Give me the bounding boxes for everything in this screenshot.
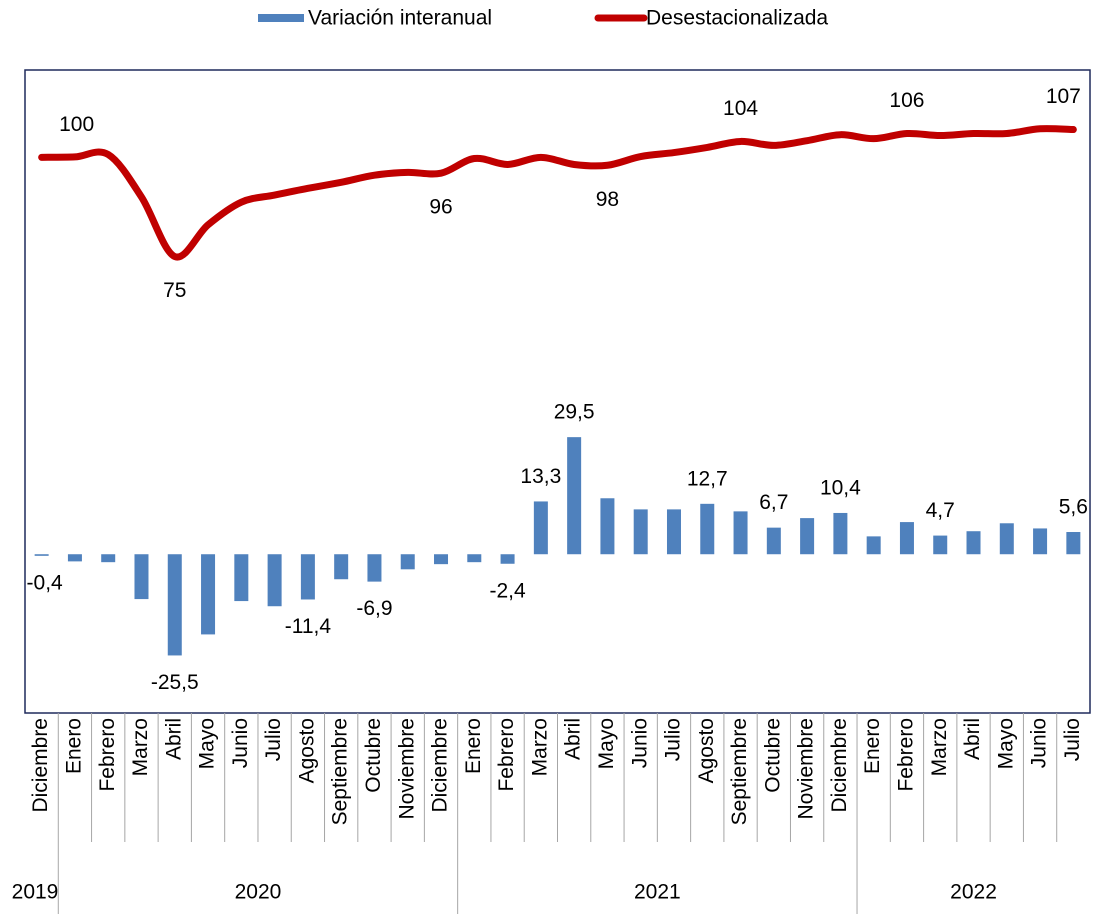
year-label: 2020 [235, 881, 282, 904]
data-label: 96 [429, 196, 452, 219]
x-tick-label: Abril [162, 718, 185, 760]
x-tick-label: Junio [229, 718, 252, 768]
x-tick-label: Julio [662, 718, 685, 761]
bar [34, 554, 49, 556]
legend-label: Desestacionalizada [646, 7, 828, 30]
x-tick-label: Abril [562, 718, 585, 760]
bar [434, 554, 449, 565]
x-tick-label: Abril [961, 718, 984, 760]
bar [367, 554, 382, 582]
x-tick-label: Diciembre [429, 718, 452, 813]
bar [966, 531, 981, 555]
x-tick-label: Julio [262, 718, 285, 761]
bar [334, 554, 349, 580]
x-tick-label: Febrero [96, 718, 119, 792]
x-tick-label: Enero [462, 718, 485, 774]
data-label: 29,5 [554, 401, 595, 424]
x-tick-label: Enero [861, 718, 884, 774]
bar [1066, 532, 1081, 555]
x-tick-label: Noviembre [795, 718, 818, 820]
x-tick-label: Diciembre [828, 718, 851, 813]
bar [300, 554, 315, 600]
bar [800, 518, 815, 555]
line [38, 125, 1077, 261]
data-label: 98 [596, 188, 619, 211]
x-tick-label: Octubre [362, 718, 385, 793]
x-tick-label: Junio [1028, 718, 1051, 768]
bar [700, 503, 715, 555]
bar [666, 509, 681, 555]
year-label: 2019 [12, 881, 59, 904]
bar [67, 554, 82, 562]
x-tick-label: Febrero [495, 718, 518, 792]
x-tick-label: Septiembre [728, 718, 751, 825]
bar [267, 554, 282, 607]
x-tick-label: Marzo [129, 718, 152, 776]
bar [500, 554, 515, 564]
bar [201, 554, 216, 635]
data-label: 104 [723, 97, 758, 120]
bar [400, 554, 415, 570]
x-tick-label: Mayo [595, 718, 618, 769]
x-tick-label: Agosto [695, 718, 718, 783]
data-label: 5,6 [1059, 496, 1088, 519]
bar [833, 512, 848, 555]
data-label: 4,7 [926, 499, 955, 522]
bar [999, 523, 1014, 555]
bar [899, 522, 914, 555]
data-label: -2,4 [489, 579, 526, 602]
x-tick-label: Octubre [761, 718, 784, 793]
x-tick-label: Febrero [895, 718, 918, 792]
data-label: 100 [59, 113, 94, 136]
bar [533, 501, 548, 555]
bar [234, 554, 249, 602]
bar [933, 535, 948, 555]
bar [600, 498, 615, 555]
x-tick-label: Septiembre [329, 718, 352, 825]
bar [1033, 528, 1048, 555]
data-label: 10,4 [820, 477, 861, 500]
data-label: -11,4 [285, 615, 332, 638]
data-label: -0,4 [27, 571, 64, 594]
x-tick-label: Agosto [295, 718, 318, 783]
bar [467, 554, 482, 563]
x-tick-label: Mayo [994, 718, 1017, 769]
plot-area [24, 69, 1091, 714]
legend-swatch [258, 14, 304, 22]
year-label: 2021 [634, 881, 681, 904]
data-label: 6,7 [759, 491, 788, 514]
bar [633, 509, 648, 555]
data-label: 75 [163, 279, 186, 302]
x-tick-label: Enero [62, 718, 85, 774]
bar [134, 554, 149, 600]
x-tick-label: Diciembre [29, 718, 52, 813]
bar [567, 437, 582, 555]
bar [866, 536, 881, 555]
bar [167, 554, 182, 656]
x-tick-label: Marzo [928, 718, 951, 776]
data-label: -6,9 [356, 597, 392, 620]
year-label: 2022 [950, 881, 997, 904]
bar [101, 554, 116, 563]
x-tick-label: Mayo [196, 718, 219, 769]
legend-label: Variación interanual [308, 7, 492, 30]
data-label: 106 [889, 89, 924, 112]
x-tick-label: Junio [628, 718, 651, 768]
bar [733, 511, 748, 555]
data-label: -25,5 [151, 671, 199, 694]
bar [766, 527, 781, 555]
data-label: 13,3 [520, 465, 561, 488]
x-tick-label: Julio [1061, 718, 1084, 761]
x-tick-label: Noviembre [395, 718, 418, 820]
x-tick-label: Marzo [528, 718, 551, 776]
data-label: 12,7 [687, 467, 728, 490]
data-label: 107 [1046, 85, 1081, 108]
